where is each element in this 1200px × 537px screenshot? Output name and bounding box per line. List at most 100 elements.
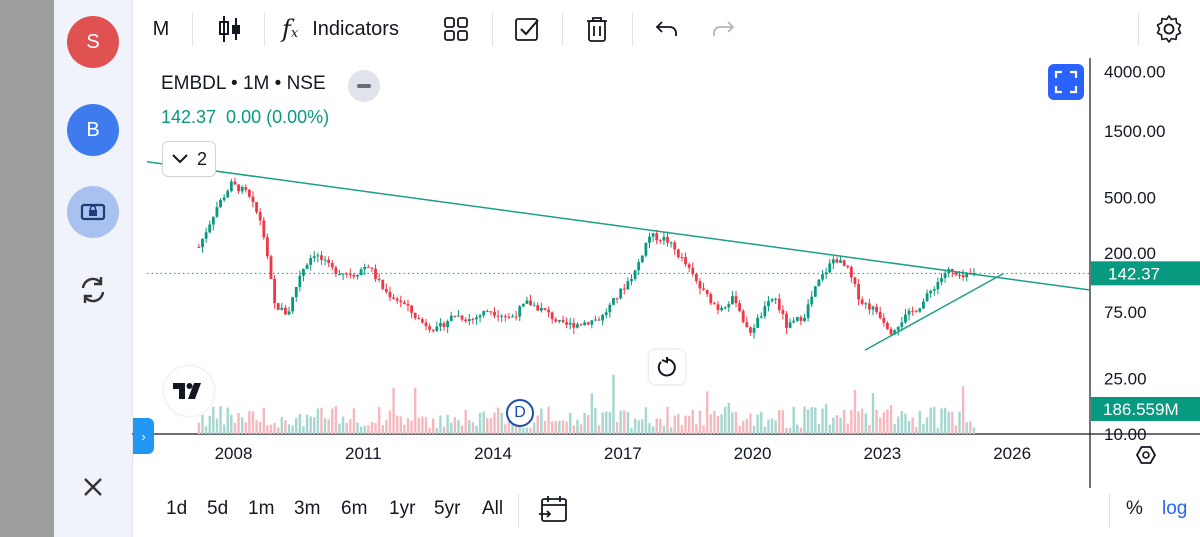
volume-bar [669, 427, 673, 434]
volume-bar [720, 414, 723, 434]
range-5yr[interactable]: 5yr [434, 498, 461, 519]
candle-body [460, 315, 464, 320]
volume-bar [392, 388, 395, 434]
candle-body [442, 323, 446, 328]
volume-bar [839, 417, 842, 434]
candle-body [864, 303, 868, 305]
candle-body [871, 306, 875, 310]
percent-scale-button[interactable]: % [1126, 498, 1143, 519]
volume-bar [320, 407, 323, 434]
candle-body [518, 306, 522, 317]
log-scale-button[interactable]: log [1162, 498, 1188, 519]
candle-body [384, 288, 388, 292]
candle-body [676, 249, 680, 258]
range-all[interactable]: All [482, 498, 504, 519]
volume-bar [788, 427, 792, 434]
candle-body [298, 275, 302, 287]
price-chart[interactable]: 4000.00 1500.00 500.00 200.00 75.00 25.00 10.0… [132, 58, 1200, 488]
interval-button[interactable]: M [146, 10, 176, 48]
chart-area[interactable]: 4000.00 1500.00 500.00 200.00 75.00 25.00 10.0… [132, 58, 1200, 488]
close-button[interactable] [67, 461, 119, 513]
volume-bar [835, 415, 839, 434]
volume-bar [442, 426, 446, 434]
layouts-button[interactable] [438, 10, 474, 48]
volume-bar [785, 427, 788, 434]
dividend-marker-label: D [514, 404, 526, 421]
candle-body [215, 207, 219, 217]
fullscreen-button[interactable] [1048, 64, 1084, 100]
chevron-right-icon: › [141, 428, 146, 444]
volume-bar [853, 389, 857, 434]
volume-bar [529, 427, 532, 434]
candle-body [777, 298, 781, 311]
volume-bar [904, 413, 907, 434]
range-5d[interactable]: 5d [207, 498, 229, 519]
candle-body [860, 299, 864, 304]
volume-bar [428, 427, 431, 434]
avatar-s[interactable]: S [67, 16, 119, 68]
volume-bar [381, 425, 384, 434]
candle-body [878, 311, 882, 318]
candle-body [940, 277, 943, 282]
indicators-button[interactable]: fx Indicators [282, 10, 418, 48]
volume-bar [277, 427, 280, 434]
symbol-legend[interactable]: EMBDL • 1M • NSE [161, 73, 326, 94]
volume-bar [295, 418, 298, 434]
alert-check-button[interactable] [510, 10, 544, 48]
range-1d[interactable]: 1d [166, 498, 188, 519]
volume-bar [255, 420, 258, 434]
volume-bar [810, 407, 813, 434]
range-1m[interactable]: 1m [248, 498, 275, 519]
reset-icon [657, 357, 676, 377]
candle-body [280, 307, 284, 310]
chart-type-button[interactable] [214, 10, 246, 48]
candle-body [925, 293, 929, 302]
dividend-marker[interactable]: D [506, 399, 534, 427]
expand-panel-button[interactable]: › [133, 418, 154, 454]
volume-bar [482, 411, 485, 434]
volume-bar [215, 418, 219, 434]
candle-body [258, 212, 262, 221]
volume-bar [684, 415, 687, 434]
volume-bar [403, 424, 406, 434]
range-1yr[interactable]: 1yr [389, 498, 416, 519]
redo-button[interactable] [706, 10, 740, 48]
lock-screen-button[interactable] [67, 186, 119, 238]
range-6m[interactable]: 6m [341, 498, 368, 519]
legend-menu-button[interactable] [348, 70, 380, 102]
volume-bar [752, 426, 756, 434]
volume-bar [767, 419, 770, 434]
avatar-b[interactable]: B [67, 104, 119, 156]
candle-body [637, 262, 641, 271]
candle-body [608, 304, 612, 313]
price-tick-label: 75.00 [1104, 303, 1147, 322]
go-to-date-button[interactable] [538, 494, 570, 531]
toolbar-divider [192, 12, 193, 46]
undo-button[interactable] [650, 10, 684, 48]
sync-button[interactable] [67, 264, 119, 316]
volume-bar [576, 420, 579, 434]
volume-bar [641, 419, 644, 434]
volume-bar [349, 419, 352, 434]
delete-button[interactable] [580, 10, 614, 48]
volume-bar [572, 425, 576, 434]
candle-body [950, 268, 954, 272]
volume-bar [212, 406, 215, 434]
range-3m[interactable]: 3m [294, 498, 321, 519]
volume-bar [796, 424, 799, 434]
reset-chart-button[interactable] [649, 350, 685, 384]
volume-bar [770, 418, 774, 434]
settings-button[interactable] [1150, 10, 1188, 48]
volume-bar [929, 407, 932, 434]
indicators-collapse-button[interactable]: 2 [162, 141, 216, 177]
candle-body [875, 306, 878, 312]
candle-body [359, 269, 363, 276]
candle-body [662, 236, 666, 241]
volume-bar [266, 425, 269, 434]
volume-bar [284, 420, 287, 434]
volume-bar [695, 424, 698, 434]
candle-body [536, 305, 540, 311]
candle-body [345, 273, 349, 275]
volume-bar [309, 416, 312, 434]
sidebar: S B [54, 0, 133, 537]
